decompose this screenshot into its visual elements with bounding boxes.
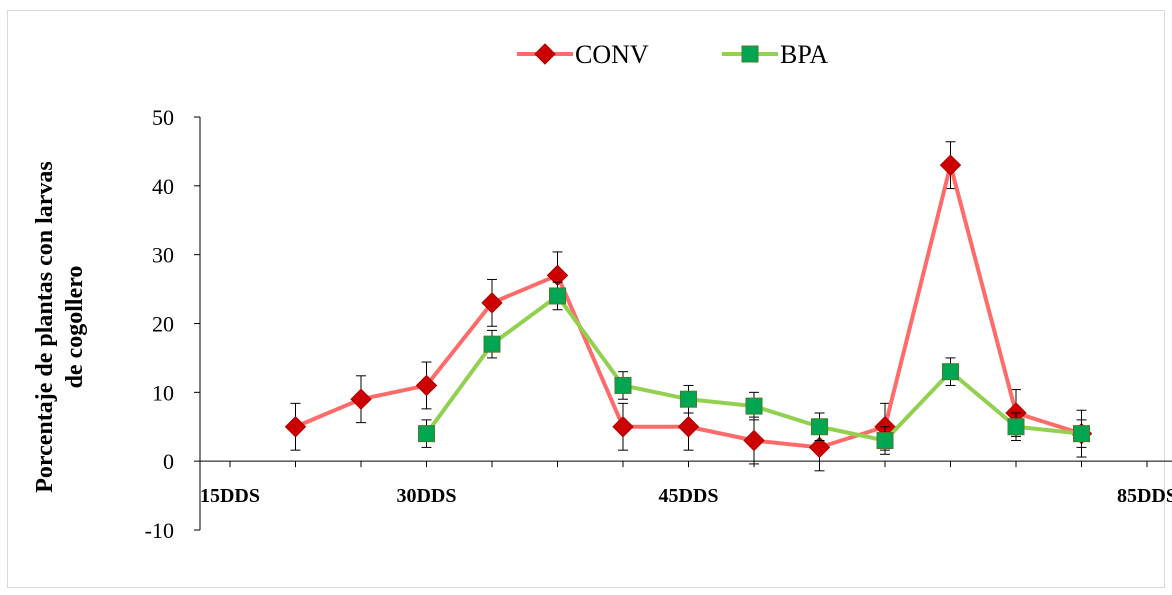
data-point (612, 416, 634, 438)
y-tick-label: 10 (152, 380, 174, 405)
axes: -10 0 10 20 30 40 50 15DDS 30DDS 45DDS 85DDS (145, 105, 1172, 543)
data-point (680, 390, 697, 408)
y-tick-label: 40 (152, 174, 174, 199)
x-category-label: 15DDS (200, 485, 260, 507)
legend-label: BPA (780, 40, 828, 69)
chart-frame (7, 10, 1165, 588)
data-point (939, 154, 962, 176)
y-axis-title-line1: Porcentaje de plantas con larvas (32, 161, 58, 493)
legend-item-conv: CONV (517, 40, 649, 69)
y-tick-label: 20 (152, 312, 174, 337)
data-point (418, 425, 435, 443)
legend-marker (741, 45, 759, 63)
y-axis-title: Porcentaje de plantas con larvas de cogo… (32, 161, 88, 493)
data-point (876, 432, 894, 450)
y-tick-label: -10 (145, 518, 174, 543)
data-point (677, 416, 700, 438)
y-tick-label: 0 (163, 449, 174, 474)
y-tick-label: 30 (152, 243, 174, 268)
x-category-label: 45DDS (658, 485, 718, 507)
data-point (1073, 425, 1090, 443)
y-tick-label: 50 (152, 105, 174, 130)
data-point (808, 436, 831, 459)
legend-label: CONV (575, 40, 649, 69)
data-point (350, 388, 372, 410)
legend-item-bpa: BPA (722, 40, 828, 69)
legend: CONV BPA (517, 40, 828, 69)
legend-marker (534, 43, 556, 65)
data-point (1007, 418, 1025, 436)
data-point (284, 416, 307, 438)
y-axis-title-line2: de cogollero (62, 266, 88, 389)
data-point (745, 397, 763, 415)
data-point (481, 292, 503, 314)
x-category-label: 85DDS (1117, 485, 1172, 507)
series-bpa (418, 281, 1090, 455)
series-layer (284, 141, 1093, 472)
data-point (614, 376, 632, 394)
data-point (743, 429, 765, 452)
data-point (483, 335, 501, 353)
x-category-label: 30DDS (396, 485, 456, 507)
series-conv (284, 141, 1093, 472)
data-point (415, 374, 438, 397)
data-point (942, 363, 959, 381)
data-point (549, 287, 566, 305)
data-point (811, 418, 828, 436)
